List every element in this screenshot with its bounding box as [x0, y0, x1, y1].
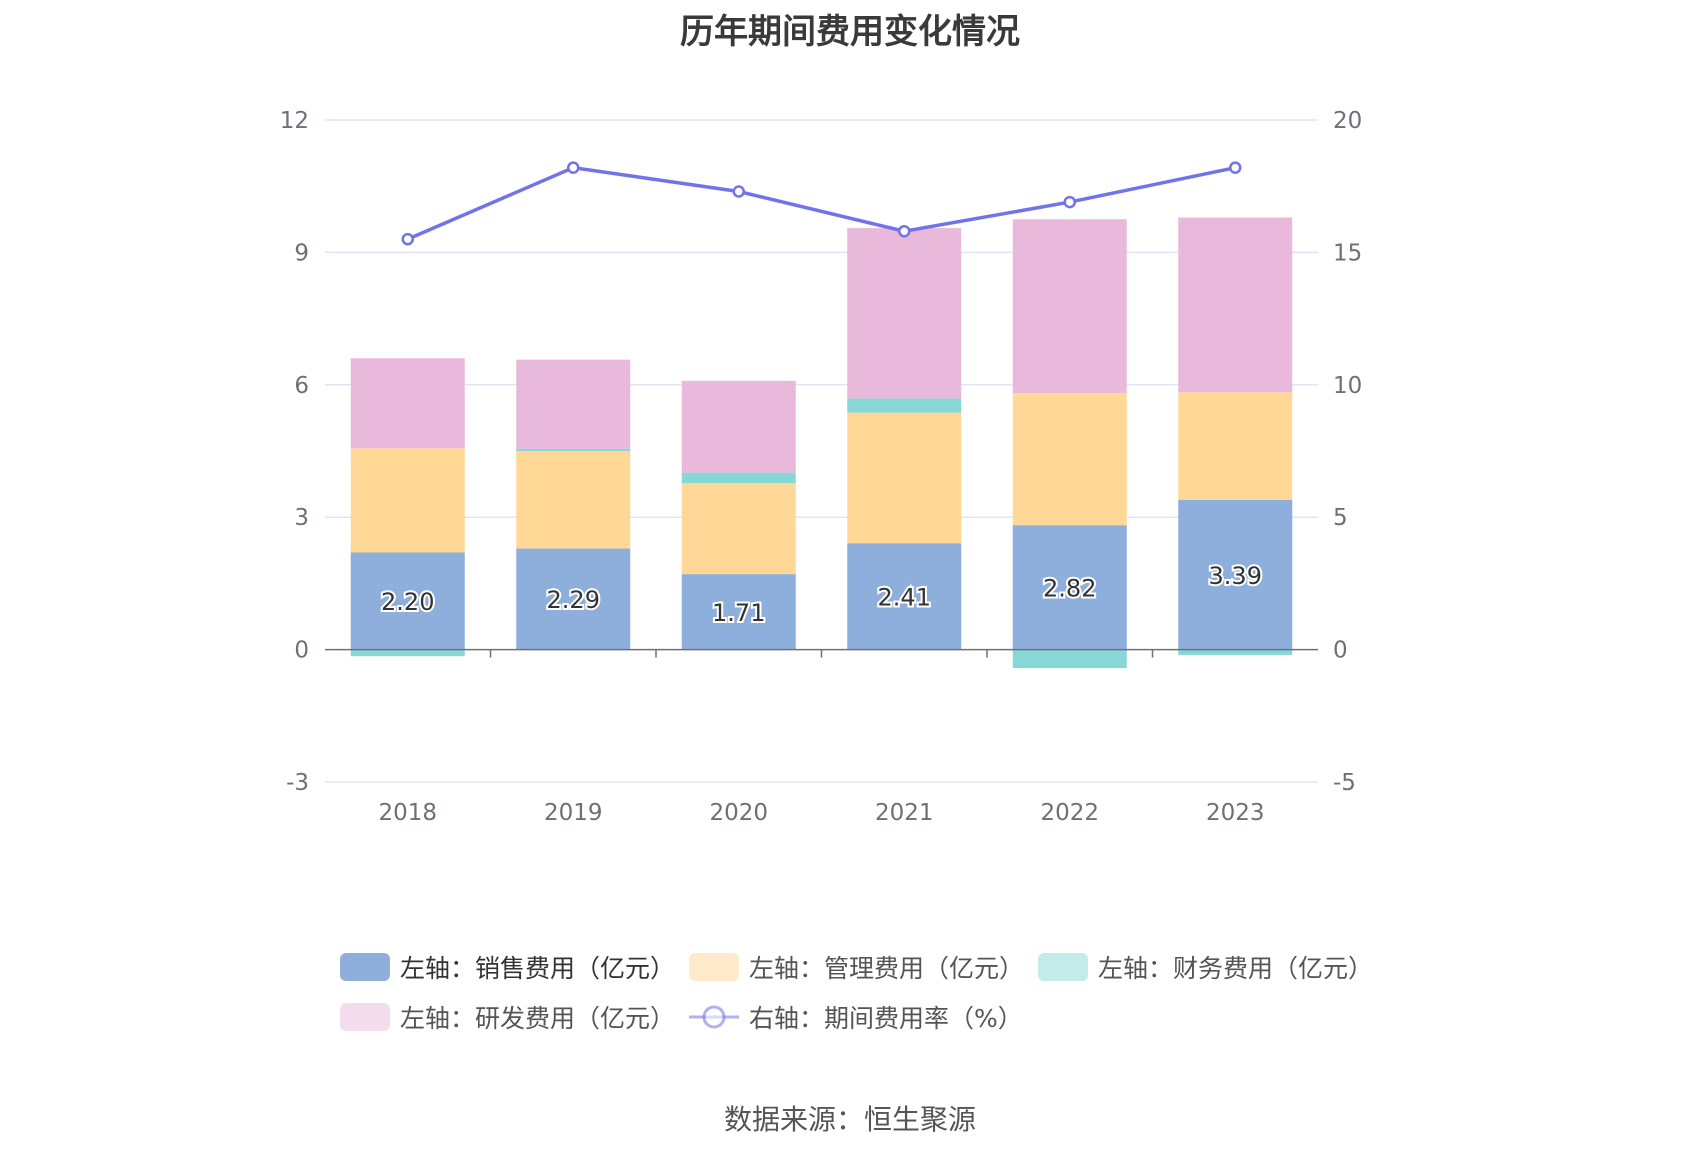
right-axis-tick-label: 10 — [1333, 373, 1362, 399]
bar-finance — [350, 649, 465, 657]
x-axis-tick-label: 2021 — [875, 800, 934, 826]
bar-admin — [350, 448, 465, 553]
bar-rnd — [1178, 217, 1293, 393]
legend-label: 左轴：财务费用（亿元） — [1098, 954, 1374, 983]
bar-data-label: 2.20 — [381, 588, 434, 616]
legend-swatch — [689, 953, 740, 981]
axis-layer: -3 -5 0 0 3 5 6 10 9 15 12 20 2018 2019 2020 2021 2022 20… — [280, 108, 1363, 826]
rate-line — [407, 165, 1236, 241]
chart-title: 历年期间费用变化情况 — [680, 12, 1020, 52]
bar-rnd — [847, 228, 962, 399]
bar-data-label: 1.71 — [712, 599, 765, 627]
x-axis-tick-label: 2018 — [378, 800, 437, 826]
bar-admin — [516, 451, 631, 549]
bar-rnd — [350, 358, 465, 449]
bar-sales — [681, 574, 796, 650]
legend-swatch — [689, 1003, 740, 1031]
bar-admin — [1178, 392, 1293, 500]
rate-point — [401, 232, 414, 246]
bar-admin — [681, 483, 796, 575]
rate-point — [1229, 161, 1242, 174]
bar-data-label: 3.39 — [1209, 562, 1262, 590]
legend-swatch — [340, 1003, 390, 1031]
right-axis-tick-label: 20 — [1333, 108, 1362, 134]
legend-item-rate[interactable]: 右轴：期间费用率（%） — [689, 1000, 1023, 1034]
bar-rnd — [516, 359, 631, 449]
bar-data-label: 2.82 — [1043, 574, 1096, 602]
labels-layer: 2.20 2.29 1.71 2.41 2.82 3.39 — [379, 560, 1264, 629]
legend-item-finance[interactable]: 左轴：财务费用（亿元） — [1038, 950, 1373, 984]
legend-item-rnd[interactable]: 左轴：研发费用（亿元） — [340, 1000, 675, 1034]
rate-point — [567, 161, 580, 174]
bar-finance — [847, 398, 962, 413]
x-axis-tick-label: 2020 — [709, 800, 768, 826]
bar-finance — [681, 472, 796, 484]
legend-item-sales[interactable]: 左轴：销售费用（亿元） — [340, 950, 675, 984]
bar-sales — [516, 548, 631, 650]
legend-swatch — [1038, 953, 1089, 981]
bar-data-label: 2.29 — [547, 586, 600, 614]
legend-swatch — [340, 953, 390, 981]
rate-point — [1063, 195, 1076, 209]
rate-point — [732, 185, 745, 198]
legend-item-admin[interactable]: 左轴：管理费用（亿元） — [689, 950, 1024, 984]
bar-sales — [1012, 525, 1127, 650]
right-axis-tick-label: 0 — [1333, 638, 1348, 664]
x-axis-tick-label: 2019 — [544, 800, 603, 826]
source-text: 数据来源：恒生聚源 — [723, 1103, 976, 1136]
right-axis-tick-label: 5 — [1333, 505, 1348, 531]
bar-finance — [516, 448, 631, 451]
bar-admin — [847, 412, 962, 544]
legend-label: 右轴：期间费用率（%） — [749, 1004, 1023, 1033]
legend-label: 左轴：销售费用（亿元） — [400, 954, 676, 983]
bar-rnd — [1012, 219, 1127, 394]
right-axis-tick-label: 15 — [1333, 240, 1362, 266]
rate-point — [898, 224, 911, 238]
left-axis-tick-label: 6 — [294, 373, 309, 399]
bar-rnd — [681, 380, 796, 473]
line-layer — [401, 161, 1242, 246]
left-axis-tick-label: 0 — [294, 638, 309, 664]
grid-layer — [325, 119, 1318, 783]
bar-finance — [1178, 649, 1293, 655]
legend-label: 左轴：研发费用（亿元） — [400, 1004, 676, 1033]
legend: 左轴：销售费用（亿元） 左轴：管理费用（亿元） 左轴：财务费用（亿元） 左轴：研发费用… — [340, 950, 1400, 1050]
bar-sales — [1178, 499, 1293, 650]
right-axis-tick-label: -5 — [1333, 770, 1356, 796]
bars-layer — [350, 217, 1293, 669]
left-axis-tick-label: 9 — [294, 240, 309, 266]
x-axis-tick-label: 2022 — [1040, 800, 1099, 826]
bar-finance — [1012, 649, 1127, 669]
left-axis-tick-label: 3 — [294, 505, 309, 531]
bar-sales — [847, 543, 962, 650]
left-axis-tick-label: 12 — [280, 108, 309, 134]
left-axis-tick-label: -3 — [286, 770, 309, 796]
x-axis-tick-label: 2023 — [1206, 800, 1265, 826]
legend-label: 左轴：管理费用（亿元） — [749, 954, 1025, 983]
bar-admin — [1012, 393, 1127, 526]
bar-sales — [350, 552, 465, 650]
bar-data-label: 2.41 — [878, 583, 931, 611]
